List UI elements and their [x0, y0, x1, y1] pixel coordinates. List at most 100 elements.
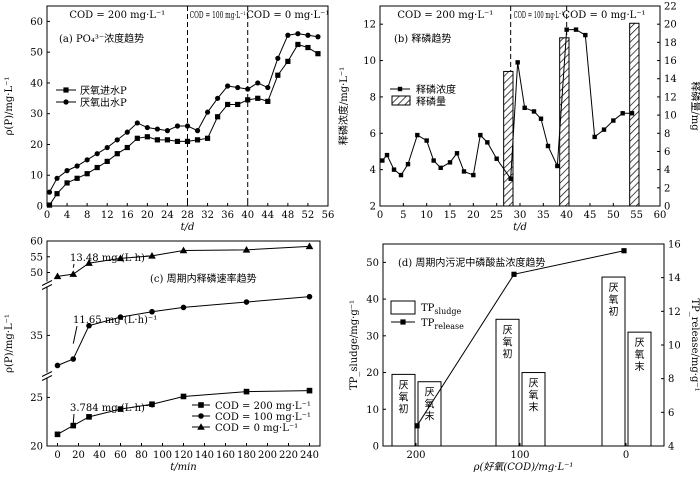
- y2-tick-label-b: 14: [664, 74, 677, 85]
- legend-swatch-d: [390, 300, 416, 315]
- y2-tick-label-b: 16: [664, 56, 677, 67]
- data-point-a: [94, 151, 100, 157]
- chart-title-d: (d) 周期内污泥中磷酸盐浓度趋势: [398, 256, 545, 269]
- y-tick-label-c: 35: [30, 331, 43, 342]
- data-point-a: [275, 72, 281, 78]
- data-point-b: [391, 167, 397, 172]
- x-tick-label-a: 16: [121, 210, 134, 221]
- data-point-a: [225, 83, 231, 89]
- x-tick-label-b: 55: [630, 210, 643, 221]
- y2-tick-label-d: 10: [668, 341, 681, 352]
- y-tick-label-a: 30: [30, 109, 43, 120]
- y2-tick-label-b: 0: [664, 202, 670, 213]
- x-tick-label-c: 40: [93, 450, 106, 461]
- data-point-b: [461, 169, 467, 174]
- legend-label-c: COD = 200 mg·L⁻¹: [215, 401, 311, 412]
- data-point-b: [431, 158, 436, 163]
- data-point-a: [144, 134, 150, 140]
- x-tick-label-b: 50: [607, 210, 620, 221]
- data-point-a: [225, 101, 231, 108]
- x-tick-label-a: 20: [141, 210, 154, 221]
- data-point-a: [84, 171, 90, 177]
- data-point-b: [564, 27, 569, 32]
- data-point-b: [478, 132, 483, 138]
- x-tick-label-d: 0: [623, 450, 629, 461]
- x-tick-label-c: 180: [237, 450, 256, 461]
- data-point-b: [384, 152, 390, 158]
- legend-label-c: COD = 100 mg·L⁻¹: [215, 412, 311, 423]
- x-tick-label-b: 5: [400, 210, 406, 221]
- y-tick-label-c: 50: [30, 268, 43, 279]
- data-point-b: [508, 176, 513, 181]
- y2-axis-label-d: TP_release/mg·g⁻¹: [689, 298, 700, 391]
- release-amount-bar: [559, 37, 570, 207]
- data-point-d: [511, 271, 517, 277]
- data-point-b: [611, 118, 616, 123]
- data-point-a: [275, 55, 281, 61]
- data-point-a: [285, 58, 291, 64]
- data-point-a: [114, 137, 120, 143]
- y-tick-label-a: 40: [30, 78, 43, 89]
- rate-leader-c: [72, 413, 75, 424]
- data-point-a: [154, 126, 160, 132]
- release-amount-bar: [503, 70, 514, 207]
- y-tick-label-d: 20: [366, 368, 379, 379]
- y2-tick-label-d: 6: [668, 408, 674, 419]
- y-tick-label-d: 0: [373, 442, 379, 453]
- y-tick-label-a: 60: [30, 17, 43, 28]
- y-tick-label-d: 30: [366, 331, 379, 342]
- legend-label-b: 释磷浓度: [416, 83, 456, 96]
- data-point-a: [235, 84, 241, 91]
- bar-label-d: 初: [609, 305, 619, 318]
- phase-label-b: COD = 200 mg·L⁻¹: [397, 10, 493, 21]
- data-point-c: [86, 414, 92, 420]
- data-point-b: [522, 105, 527, 111]
- data-point-c: [179, 246, 188, 254]
- bar-label-d: 氧: [609, 293, 619, 306]
- bar-label-d: 厌: [635, 338, 645, 349]
- axis-break-mark: [41, 284, 53, 290]
- bar-label-d: 末: [635, 360, 645, 373]
- data-point-a: [124, 129, 130, 135]
- y2-tick-label-d: 16: [668, 240, 681, 251]
- data-point-b: [447, 160, 453, 165]
- data-point-a: [315, 34, 321, 40]
- data-point-c: [149, 401, 155, 408]
- legend-label-d: TPsludge: [421, 303, 461, 316]
- x-tick-label-b: 20: [467, 210, 480, 221]
- x-tick-label-d: 200: [406, 450, 425, 461]
- x-tick-label-b: 15: [444, 210, 457, 221]
- series-line-c: [57, 296, 310, 366]
- data-point-a: [74, 163, 80, 169]
- bar-label-d: 氧: [529, 389, 539, 402]
- data-point-b: [555, 163, 560, 169]
- legend-label-main: TP: [421, 303, 435, 314]
- x-tick-label-a: 8: [84, 210, 90, 221]
- data-point-a: [204, 135, 211, 141]
- x-tick-label-c: 20: [72, 450, 85, 461]
- data-point-c: [148, 252, 156, 259]
- x-tick-label-c: 140: [195, 450, 214, 461]
- legend-label-c: COD = 0 mg·L⁻¹: [215, 423, 298, 434]
- data-point-b: [592, 134, 597, 140]
- x-tick-label-b: 60: [654, 210, 667, 221]
- x-tick-label-a: 32: [201, 210, 214, 221]
- x-tick-label-b: 25: [490, 210, 503, 221]
- x-tick-label-b: 30: [514, 210, 527, 221]
- data-point-c: [69, 270, 78, 277]
- axis-break-gap: [43, 372, 51, 379]
- data-point-a: [265, 84, 271, 91]
- data-point-c: [180, 393, 187, 400]
- data-point-c: [85, 259, 93, 266]
- data-point-b: [573, 27, 579, 32]
- x-tick-label-b: 10: [420, 210, 433, 221]
- data-point-a: [114, 151, 120, 157]
- data-point-b: [629, 111, 635, 116]
- x-tick-label-a: 4: [64, 210, 70, 221]
- chart-title-a: (a) PO₄³⁻浓度趋势: [59, 32, 144, 45]
- y-tick-label-b: 4: [370, 165, 376, 176]
- bar-label-d: 厌: [529, 379, 539, 390]
- data-point-c: [306, 293, 313, 300]
- data-point-b: [601, 127, 607, 132]
